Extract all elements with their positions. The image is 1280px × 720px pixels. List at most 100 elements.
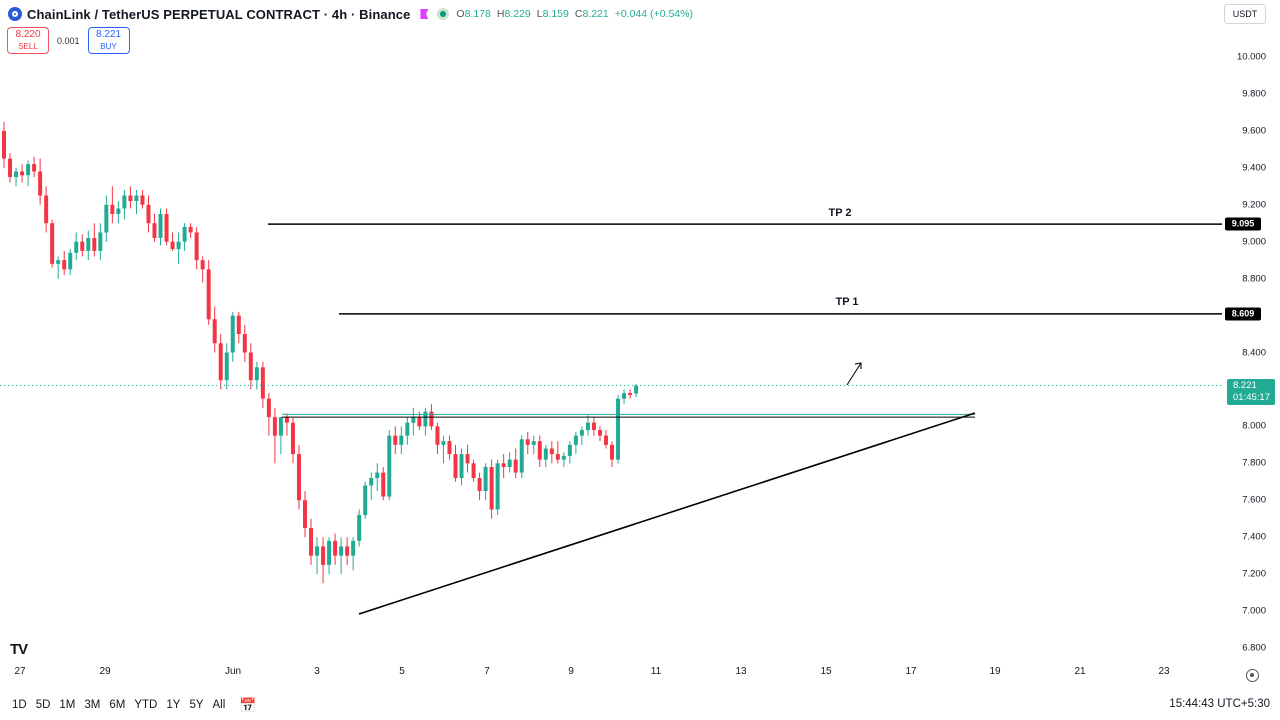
tp1-price-tag: 8.609 xyxy=(1225,307,1261,321)
candle-body xyxy=(266,398,271,418)
candle-body xyxy=(327,540,332,565)
candle-body xyxy=(158,213,163,238)
time-tick: 15 xyxy=(820,666,832,677)
candle-body xyxy=(74,241,79,253)
candle-body xyxy=(483,467,488,492)
candle-body xyxy=(284,417,289,423)
candle-body xyxy=(212,319,217,344)
range-button-1m[interactable]: 1M xyxy=(59,699,76,711)
buy-price: 8.221 xyxy=(96,29,122,40)
ascending-trendline xyxy=(358,412,976,615)
candle-body xyxy=(381,472,386,497)
breakout-arrow-icon xyxy=(846,362,862,386)
range-button-5y[interactable]: 5Y xyxy=(189,699,204,711)
price-tick: 9.200 xyxy=(1242,199,1266,211)
settings-gear-icon[interactable] xyxy=(1246,669,1259,682)
candle-body xyxy=(32,164,37,172)
candle-body xyxy=(80,241,85,251)
range-button-all[interactable]: All xyxy=(212,699,226,711)
price-tick: 7.400 xyxy=(1242,531,1266,543)
sell-button[interactable]: 8.220 SELL xyxy=(7,27,49,54)
price-tick: 9.400 xyxy=(1242,162,1266,174)
candle-body xyxy=(272,417,277,436)
candle-body xyxy=(634,385,639,394)
range-button-1d[interactable]: 1D xyxy=(12,699,27,711)
price-tick: 7.800 xyxy=(1242,457,1266,469)
flag-icon[interactable] xyxy=(420,9,429,19)
price-tick: 9.000 xyxy=(1242,236,1266,248)
candle-body xyxy=(200,260,205,270)
candle-body xyxy=(44,195,49,224)
arrow-head xyxy=(854,362,862,369)
bar-countdown: 01:45:17 xyxy=(1233,391,1270,403)
range-button-3m[interactable]: 3M xyxy=(84,699,101,711)
candle-body xyxy=(610,444,615,460)
buy-button[interactable]: 8.221 BUY xyxy=(87,27,130,54)
currency-selector[interactable]: USDT xyxy=(1224,4,1266,24)
candle-body xyxy=(465,454,470,464)
range-button-5d[interactable]: 5D xyxy=(35,699,51,711)
sell-label: SELL xyxy=(18,42,38,51)
candle-body xyxy=(604,435,608,445)
market-status-icon[interactable] xyxy=(437,8,450,20)
price-tick: 7.000 xyxy=(1242,605,1266,617)
price-tick: 9.600 xyxy=(1242,125,1266,137)
candle-body xyxy=(561,455,566,460)
calendar-icon[interactable]: 📅 xyxy=(239,696,257,713)
price-tick: 8.800 xyxy=(1242,273,1266,285)
candle-body xyxy=(369,478,374,486)
candle-body xyxy=(122,195,127,209)
candle-body xyxy=(519,439,524,473)
candle-body xyxy=(495,463,500,510)
candle-body xyxy=(441,441,446,445)
candle-body xyxy=(116,208,121,214)
price-tick: 7.600 xyxy=(1242,494,1266,506)
tp2-label: TP 2 xyxy=(828,207,852,219)
candle-body xyxy=(447,441,452,455)
candle-body xyxy=(134,195,139,202)
time-tick: 13 xyxy=(735,666,747,677)
candle-body xyxy=(477,478,482,492)
candle-body xyxy=(321,546,326,565)
candle-body xyxy=(206,269,211,320)
range-selector: 1D 5D 1M 3M 6M YTD 1Y 5Y All xyxy=(12,699,225,711)
candle-body xyxy=(363,485,368,516)
candle-body xyxy=(86,237,91,251)
candle-body xyxy=(471,463,476,479)
candle-body xyxy=(146,204,151,224)
candle-body xyxy=(170,241,175,250)
candle-body xyxy=(242,334,247,353)
price-axis[interactable]: 10.000 9.800 9.600 9.400 9.200 9.000 8.800 8.40… xyxy=(1222,0,1280,660)
range-button-ytd[interactable]: YTD xyxy=(134,699,158,711)
time-tick: 17 xyxy=(905,666,917,677)
price-tick: 9.800 xyxy=(1242,88,1266,100)
candle-body xyxy=(56,260,61,264)
candle-body xyxy=(489,467,494,510)
chainlink-logo-icon xyxy=(8,7,22,21)
candle-body xyxy=(579,430,584,436)
candle-body xyxy=(254,367,259,381)
tradingview-logo[interactable]: TV xyxy=(10,641,28,658)
candle-body xyxy=(218,343,223,381)
candle-body xyxy=(423,411,428,427)
candle-body xyxy=(128,195,133,202)
time-axis[interactable]: 27 29 Jun 3 5 7 9 11 13 15 17 19 21 23 xyxy=(0,660,1222,688)
candle-body xyxy=(616,398,621,460)
candle-body xyxy=(435,426,440,445)
candle-body xyxy=(333,540,338,556)
candle-body xyxy=(194,232,199,261)
trade-panel: 8.220 SELL 0.001 8.221 BUY xyxy=(7,27,130,54)
candle-body xyxy=(543,448,548,460)
bottom-toolbar: 1D 5D 1M 3M 6M YTD 1Y 5Y All 📅 15:44:43 UTC+5:30 xyxy=(0,690,1280,720)
buy-label: BUY xyxy=(100,42,117,51)
range-button-6m[interactable]: 6M xyxy=(109,699,126,711)
range-button-1y[interactable]: 1Y xyxy=(166,699,181,711)
candle-body xyxy=(585,422,590,431)
candle-body xyxy=(453,454,458,479)
price-chart[interactable] xyxy=(0,0,1222,660)
clock[interactable]: 15:44:43 UTC+5:30 xyxy=(1169,698,1270,710)
time-tick: 29 xyxy=(99,666,111,677)
candle-body xyxy=(417,417,422,427)
candle-body xyxy=(393,435,398,445)
symbol-title[interactable]: ChainLink / TetherUS PERPETUAL CONTRACT … xyxy=(27,6,411,22)
